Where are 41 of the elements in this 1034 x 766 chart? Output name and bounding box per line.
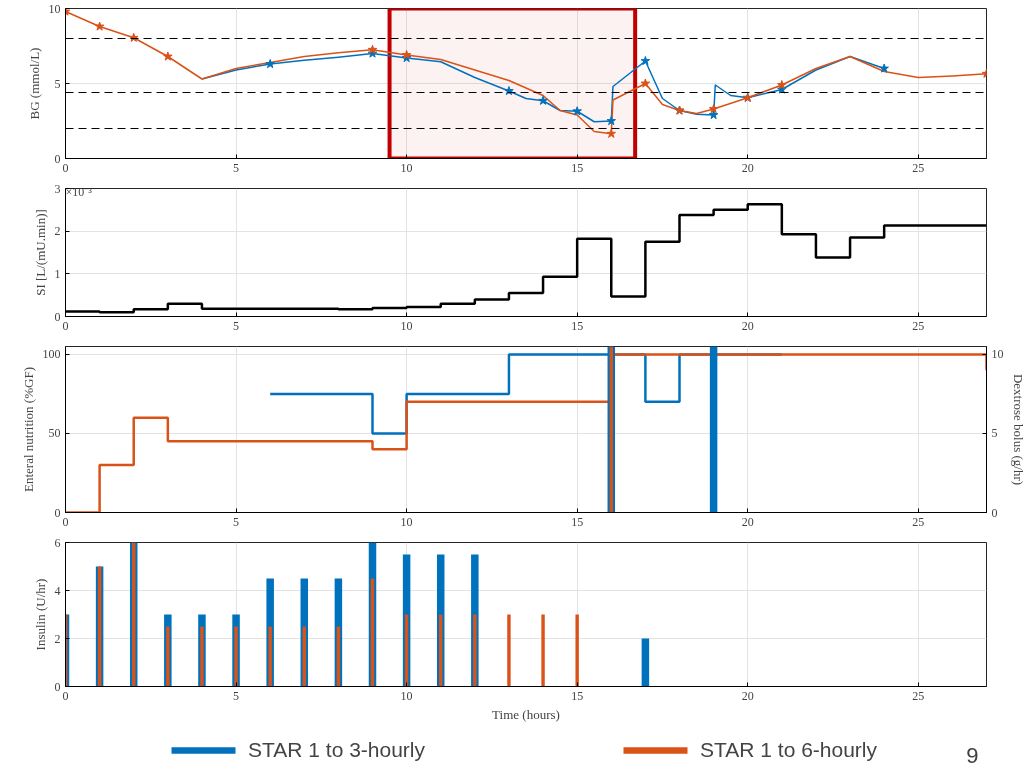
y-axis-title: BG (mmol/L) <box>26 47 42 120</box>
x-tick-label: 15 <box>571 688 584 703</box>
y-tick-label: 3 <box>54 181 61 196</box>
x-tick-label: 15 <box>571 318 584 333</box>
x-tick-label: 5 <box>233 514 240 529</box>
x-tick-label: 20 <box>741 160 754 175</box>
x-tick-label: 10 <box>400 160 413 175</box>
x-tick-label: 25 <box>912 160 925 175</box>
y-axis-title: Insulin (U/hr) <box>32 578 48 651</box>
y-tick-label: 4 <box>54 583 61 598</box>
y-tick-label: 5 <box>54 76 61 91</box>
y-tick-label: 50 <box>48 426 61 441</box>
y-tick-label: 2 <box>54 631 61 646</box>
x-tick-label: 5 <box>233 160 240 175</box>
x-tick-label: 20 <box>741 688 754 703</box>
x-tick-label: 5 <box>233 688 240 703</box>
x-tick-label: 20 <box>741 318 754 333</box>
y-tick-label: 2 <box>54 224 61 239</box>
y-axis-title: SI [L/(mU.min)] <box>32 209 48 296</box>
x-tick-label: 25 <box>912 514 925 529</box>
y2-axis-title: Dextrose bolus (g/hr) <box>1010 373 1026 486</box>
y2-tick-label: 5 <box>991 426 998 441</box>
text: 9 <box>966 743 979 766</box>
x-tick-label: 10 <box>400 514 413 529</box>
x-tick-label: 10 <box>400 688 413 703</box>
x-tick-label: 10 <box>400 318 413 333</box>
legend-label: STAR 1 to 3-hourly <box>248 738 426 762</box>
y-tick-label: 1 <box>54 266 61 281</box>
x-tick-label: 25 <box>912 318 925 333</box>
y-tick-label: 10 <box>48 1 61 16</box>
y-axis-title: Enteral nutrition (%GF) <box>20 367 36 492</box>
x-axis-title: Time (hours) <box>492 706 560 722</box>
y-tick-label: 100 <box>42 347 61 362</box>
x-tick-label: 15 <box>571 514 584 529</box>
x-tick-label: 25 <box>912 688 925 703</box>
y2-tick-label: 10 <box>991 347 1004 362</box>
x-tick-label: 20 <box>741 514 754 529</box>
x-tick-label: 15 <box>571 160 584 175</box>
legend-label: STAR 1 to 6-hourly <box>700 738 878 762</box>
x-tick-label: 5 <box>233 318 240 333</box>
y-tick-label: 6 <box>54 535 61 550</box>
